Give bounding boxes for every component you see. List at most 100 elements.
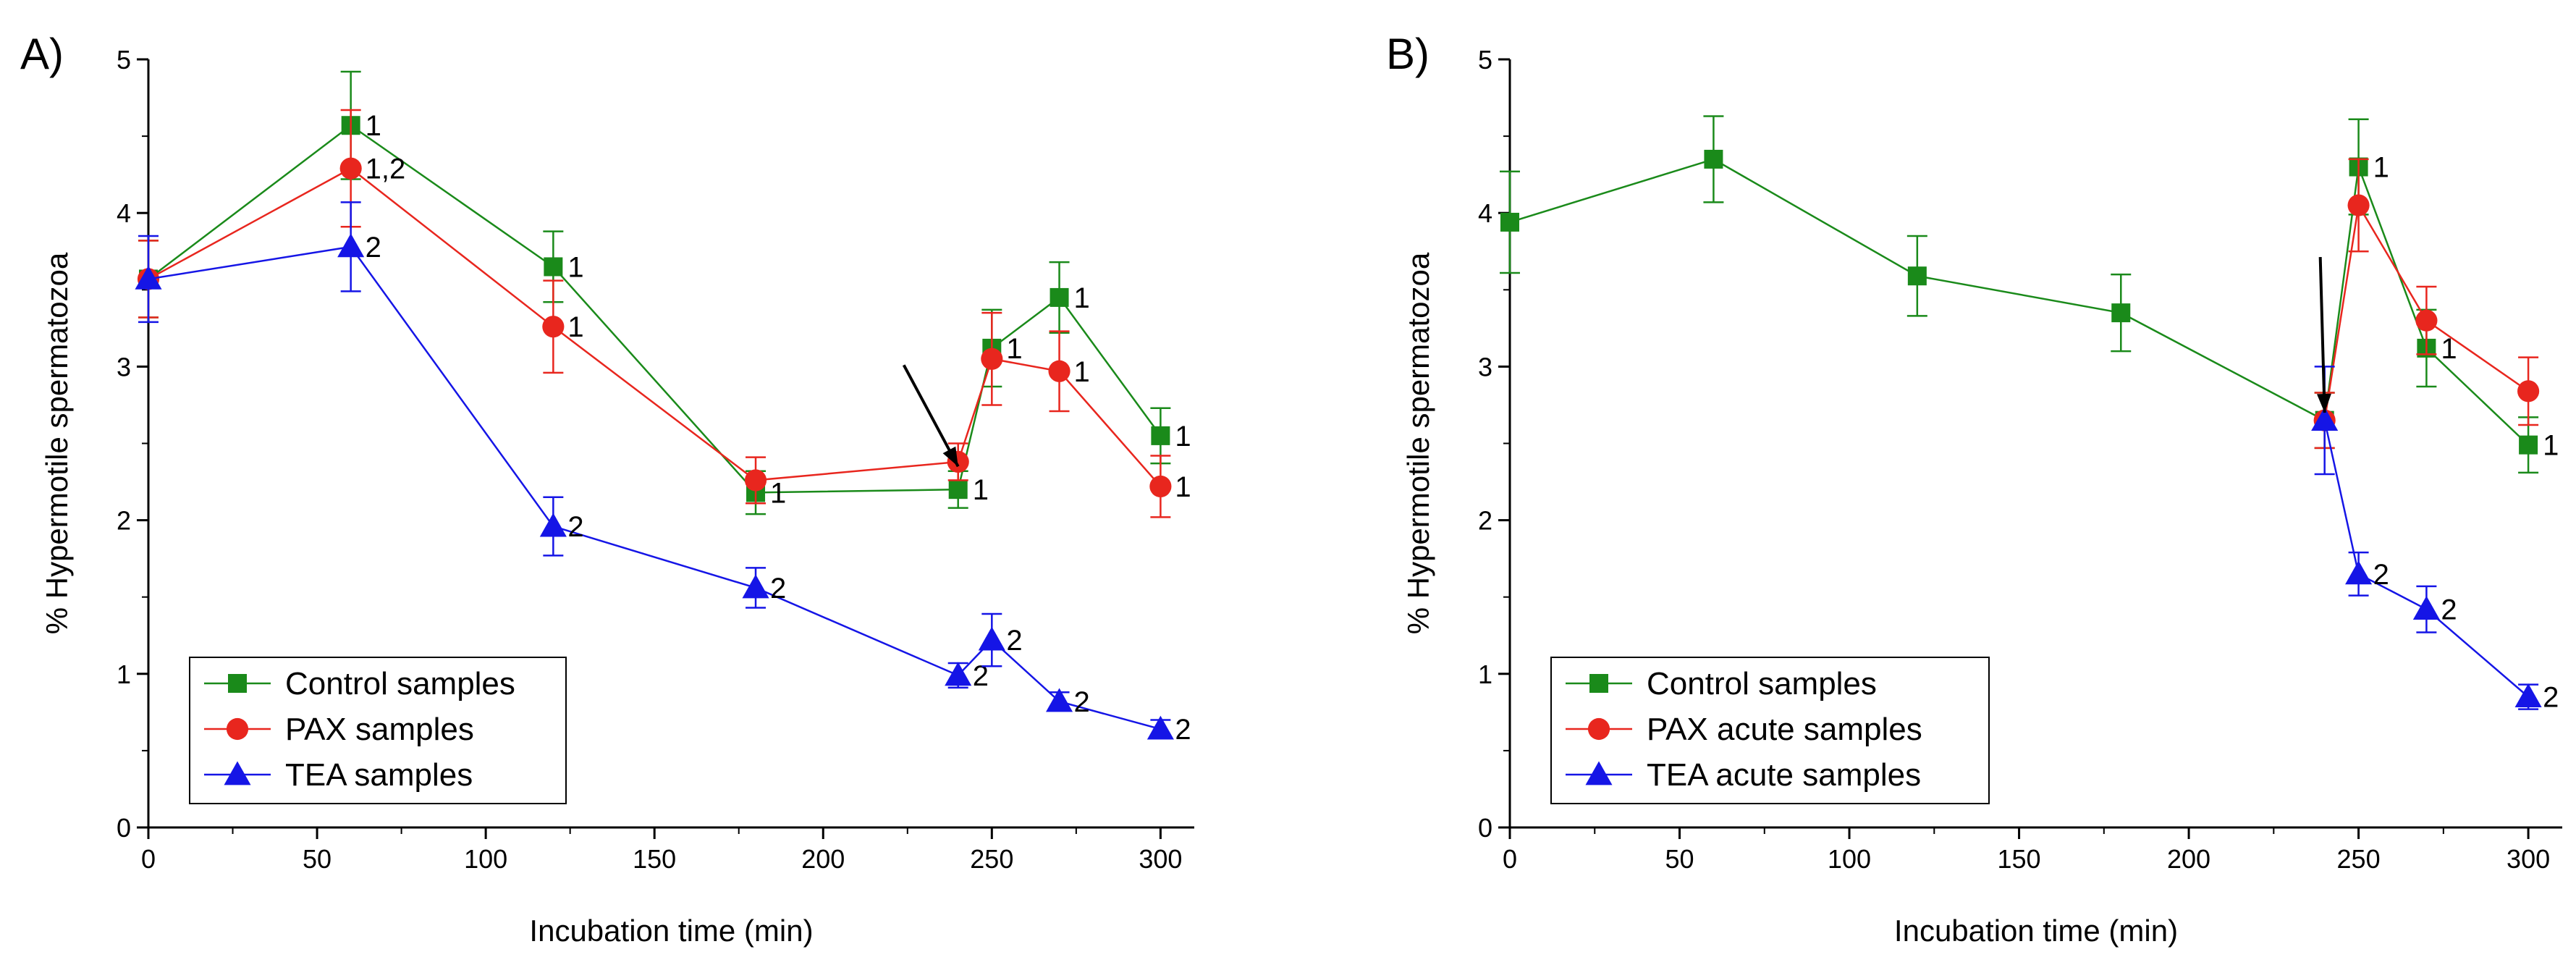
data-point: [1146, 715, 1174, 740]
significance-label: 1: [973, 474, 989, 506]
significance-label: 1: [1074, 356, 1090, 388]
significance-label: 1: [1175, 421, 1191, 452]
data-point: [544, 257, 563, 277]
series-line: [1509, 158, 2529, 446]
legend-label: Control samples: [1647, 666, 1877, 701]
x-tick-label: 0: [141, 844, 156, 874]
data-point: [135, 265, 162, 290]
x-tick-label: 150: [1998, 844, 2041, 874]
legend-box: [1550, 657, 1990, 804]
data-point: [2514, 683, 2542, 707]
y-tick-label: 2: [1478, 506, 1492, 536]
data-point: [1704, 149, 1723, 169]
y-tick-label: 2: [117, 506, 131, 536]
data-point: [1046, 688, 1073, 712]
y-tick-label: 5: [117, 45, 131, 75]
legend-marker: [228, 674, 247, 693]
significance-label: 2: [366, 232, 381, 264]
x-tick-label: 100: [464, 844, 507, 874]
significance-label: 1: [366, 110, 381, 142]
significance-label: 2: [2543, 682, 2559, 714]
significance-label: 1: [1074, 282, 1090, 314]
y-tick-label: 3: [1478, 352, 1492, 382]
data-point: [2311, 407, 2339, 431]
significance-label: 2: [1175, 714, 1191, 746]
arrow-line: [2318, 257, 2326, 413]
panel-letter: B): [1386, 30, 1430, 78]
y-tick-label: 0: [1478, 813, 1492, 843]
data-point: [1050, 287, 1069, 307]
data-point: [1149, 475, 1172, 497]
data-point: [1500, 212, 1519, 232]
legend-label: Control samples: [285, 666, 515, 701]
data-point: [978, 626, 1005, 651]
significance-label: 1: [2543, 430, 2559, 462]
panel-b: B) 0 50 100 150 200 250 300 0 1 2 3 4 5 Incubation tim…: [1386, 30, 2562, 948]
data-point: [945, 662, 972, 686]
legend-marker: [1589, 674, 1608, 693]
significance-label: 2: [567, 511, 583, 543]
data-point: [2415, 309, 2438, 332]
y-tick-label: 1: [117, 660, 131, 689]
legend-box: [189, 657, 567, 804]
data-point: [2517, 380, 2540, 403]
significance-label: 2: [973, 660, 989, 692]
x-tick-label: 0: [1503, 844, 1517, 874]
significance-label: 1: [567, 251, 583, 283]
legend-label: TEA samples: [285, 757, 473, 793]
significance-label: 1: [2373, 152, 2389, 184]
legend-marker: [224, 761, 251, 785]
legend-marker: [1585, 761, 1613, 785]
arrow-line: [902, 364, 960, 468]
significance-label: 2: [2441, 594, 2457, 626]
significance-label: 1: [2441, 333, 2457, 365]
x-tick-label: 100: [1828, 844, 1871, 874]
series-line: [2323, 420, 2529, 698]
y-axis-title: % Hypermotile spermatozoa: [40, 252, 74, 634]
significance-label: 2: [2373, 559, 2389, 591]
data-point: [742, 574, 769, 599]
panel-letter: A): [20, 30, 64, 78]
significance-label: 2: [770, 573, 786, 604]
legend-label: PAX samples: [285, 712, 474, 747]
legend-label: TEA acute samples: [1647, 757, 1921, 793]
significance-label: 1: [770, 477, 786, 509]
data-point: [337, 233, 365, 258]
x-tick-label: 50: [303, 844, 331, 874]
y-tick-label: 3: [117, 352, 131, 382]
data-point: [2412, 596, 2440, 620]
series-line: [2323, 202, 2529, 421]
panel-a: A) 0 50 100 150 200 250 300 0 1 2 3 4 5 Incubation tim…: [20, 30, 1194, 948]
x-tick-label: 250: [970, 844, 1013, 874]
legend-marker: [226, 717, 249, 741]
data-point: [2111, 303, 2131, 323]
legend-marker: [1587, 717, 1610, 741]
series-line: [148, 245, 1161, 730]
significance-label: 2: [1006, 625, 1022, 657]
y-tick-label: 4: [117, 198, 131, 228]
data-point: [539, 513, 567, 537]
y-tick-label: 5: [1478, 45, 1492, 75]
significance-label: 1: [1006, 333, 1022, 365]
data-point: [2347, 194, 2370, 216]
data-point: [2345, 560, 2373, 585]
arrow-head: [942, 446, 958, 467]
y-axis-title: % Hypermotile spermatozoa: [1401, 252, 1435, 634]
series-line: [148, 124, 1162, 494]
significance-label: 2: [1074, 686, 1090, 718]
data-point: [1151, 426, 1170, 445]
data-point: [339, 157, 362, 180]
x-tick-label: 200: [801, 844, 845, 874]
arrow-head: [2316, 393, 2331, 413]
x-axis-title: Incubation time (min): [529, 914, 813, 948]
data-point: [948, 480, 968, 500]
data-point: [744, 469, 767, 492]
significance-label: 1: [567, 311, 583, 343]
series-line: [148, 167, 1162, 487]
x-axis-title: Incubation time (min): [1894, 914, 2178, 948]
significance-label: 1,2: [366, 153, 406, 185]
data-point: [1907, 266, 1927, 286]
y-tick-label: 1: [1478, 660, 1492, 689]
x-tick-label: 300: [1139, 844, 1182, 874]
